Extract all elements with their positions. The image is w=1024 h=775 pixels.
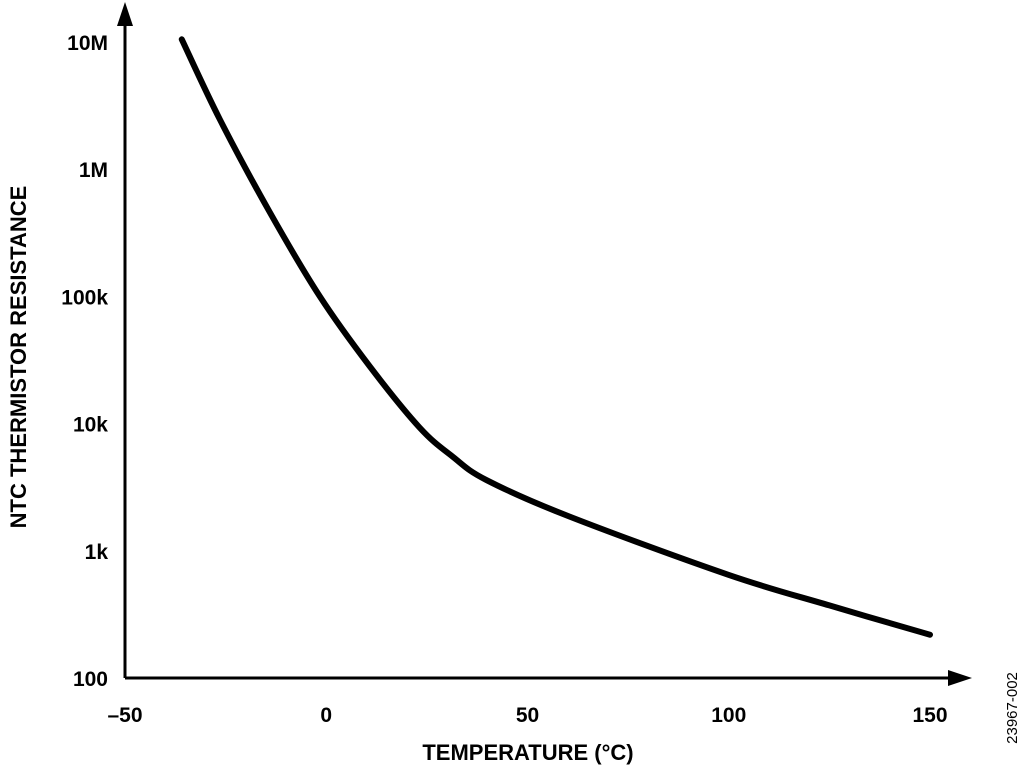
- x-tick-label: 100: [711, 704, 746, 727]
- x-axis-arrow: [948, 670, 972, 686]
- y-tick-label: 1k: [85, 541, 109, 564]
- y-tick-label: 100k: [61, 286, 108, 309]
- y-axis-arrow: [117, 2, 133, 26]
- x-tick-label: 150: [912, 704, 947, 727]
- x-axis-label: TEMPERATURE (°C): [422, 740, 633, 765]
- figure-id: 23967-002: [1004, 672, 1021, 744]
- x-tick-label: –50: [107, 704, 142, 727]
- y-axis-label: NTC THERMISTOR RESISTANCE: [6, 186, 31, 529]
- y-tick-label: 1M: [79, 159, 108, 182]
- x-tick-label: 50: [516, 704, 539, 727]
- y-tick-label: 10M: [67, 32, 108, 55]
- y-tick-label: 100: [73, 668, 108, 691]
- series-line-ntc-thermistor: [178, 36, 933, 638]
- axes: [117, 2, 972, 686]
- x-tick-label: 0: [320, 704, 332, 727]
- y-tick-label: 10k: [73, 414, 108, 437]
